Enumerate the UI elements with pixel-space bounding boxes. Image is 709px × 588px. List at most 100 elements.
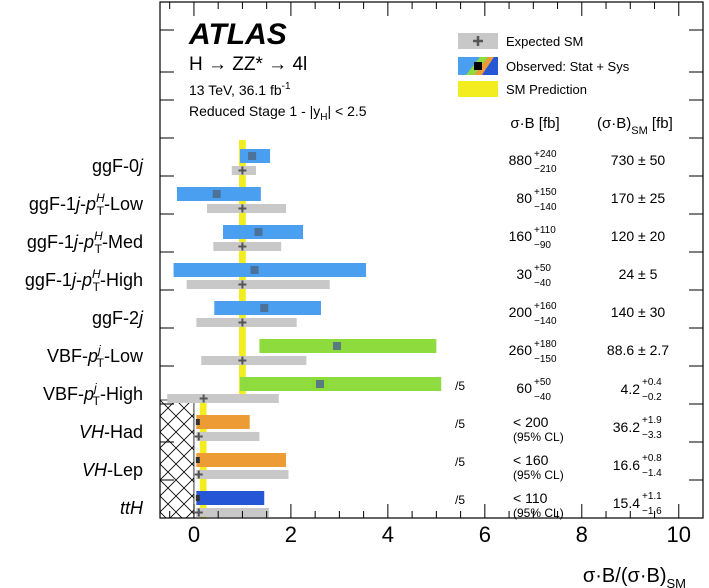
sm-value: 16.6	[613, 457, 640, 473]
observed-value: 260	[509, 342, 533, 358]
observed-error-up: +50	[534, 377, 551, 388]
scale-label: /5	[455, 417, 465, 431]
x-tick-label: 8	[576, 522, 588, 547]
category-label: ggF-0j	[92, 156, 144, 176]
observed-error-down: −90	[534, 240, 551, 251]
observed-marker	[195, 419, 200, 425]
observed-limit-cl: (95% CL)	[513, 430, 564, 444]
observed-error-up: +240	[534, 149, 557, 160]
plot-frame	[159, 1, 704, 519]
observed-marker	[315, 380, 324, 388]
stage-label: Reduced Stage 1 - |yH| < 2.5	[189, 103, 367, 123]
observed-limit: < 110	[513, 490, 548, 506]
category-label: ggF-1j-pH T-High	[25, 267, 143, 294]
atlas-title: ATLAS	[188, 18, 287, 51]
observed-error-up: +110	[534, 225, 556, 236]
observed-bar	[196, 415, 250, 429]
observed-marker	[248, 152, 257, 160]
legend-observed-marker	[474, 62, 482, 70]
observed-error-up: +50	[534, 263, 551, 274]
scale-label: /5	[455, 493, 465, 507]
category-label: ttH	[120, 498, 144, 518]
x-tick-label: 10	[667, 522, 691, 547]
sm-value: 170 ± 25	[611, 190, 666, 206]
sm-value: 36.2	[613, 419, 640, 435]
observed-limit: < 200	[513, 414, 549, 430]
column-header-sm: (σ·B)SM [fb]	[597, 115, 673, 137]
category-label: VBF-pj T-Low	[47, 343, 144, 370]
observed-error-down: −150	[534, 354, 557, 365]
sm-error-down: −0.2	[642, 392, 662, 403]
category-label: VBF-pj T-High	[43, 381, 143, 408]
observed-error-down: −40	[534, 392, 551, 403]
observed-bar	[223, 225, 304, 239]
energy-lumi-label: 13 TeV, 36.1 fb-1	[189, 81, 291, 98]
x-tick-label: 6	[479, 522, 491, 547]
sm-error-up: +0.8	[642, 453, 662, 464]
legend-observed-swatch	[482, 57, 498, 75]
expected-bar	[213, 242, 282, 251]
x-tick-label: 2	[285, 522, 297, 547]
observed-error-down: −140	[534, 316, 557, 327]
observed-marker	[250, 266, 259, 274]
observed-error-down: −140	[534, 202, 557, 213]
sm-value: 4.2	[621, 381, 641, 397]
observed-marker	[332, 342, 341, 350]
observed-value: 200	[509, 304, 533, 320]
sm-value: 730 ± 50	[611, 152, 666, 168]
observed-marker	[260, 304, 269, 312]
observed-error-down: −40	[534, 278, 551, 289]
expected-bar	[186, 280, 330, 289]
sm-error-down: −1.4	[642, 468, 662, 479]
sm-error-up: +1.1	[642, 491, 662, 502]
legend-expected-label: Expected SM	[506, 34, 583, 49]
observed-value: 30	[516, 266, 532, 282]
expected-bar	[196, 508, 270, 517]
observed-error-up: +160	[534, 301, 557, 312]
hatched-region	[160, 400, 194, 518]
observed-error-up: +180	[534, 339, 557, 350]
observed-limit-cl: (95% CL)	[513, 506, 564, 520]
sm-error-down: −1.6	[642, 506, 662, 517]
observed-error-down: −210	[534, 164, 557, 175]
category-label: ggF-1j-pH T-Low	[29, 191, 144, 218]
sm-error-up: +1.9	[642, 415, 662, 426]
observed-value: 160	[509, 228, 533, 244]
sm-error-down: −3.3	[642, 430, 662, 441]
sm-value: 120 ± 20	[611, 228, 666, 244]
category-label: VH-Had	[79, 422, 143, 442]
column-header-observed: σ·B [fb]	[510, 115, 559, 132]
observed-bar	[239, 377, 442, 391]
observed-marker	[195, 495, 200, 501]
legend-sm-swatch	[458, 81, 498, 97]
observed-marker	[195, 457, 200, 463]
sm-value: 24 ± 5	[619, 266, 658, 282]
expected-bar	[201, 356, 307, 365]
process-label: H → ZZ* → 4l	[189, 54, 307, 75]
expected-bar	[167, 394, 279, 403]
observed-limit: < 160	[513, 452, 549, 468]
sm-error-up: +0.4	[642, 377, 662, 388]
observed-value: 60	[516, 380, 532, 396]
observed-bar	[196, 453, 287, 467]
observed-value: 80	[516, 190, 532, 206]
legend-observed-label: Observed: Stat + Sys	[506, 59, 630, 74]
observed-bar	[173, 263, 367, 277]
expected-bar	[196, 470, 289, 479]
expected-bar	[196, 432, 260, 441]
observed-value: 880	[509, 152, 533, 168]
scale-label: /5	[455, 455, 465, 469]
x-tick-label: 0	[188, 522, 200, 547]
x-tick-label: 4	[382, 522, 394, 547]
observed-marker	[212, 190, 221, 198]
legend-sm-label: SM Prediction	[506, 82, 587, 97]
expected-bar	[196, 318, 297, 327]
observed-bar	[196, 491, 265, 505]
sm-value: 88.6 ± 2.7	[607, 342, 669, 358]
observed-bar	[259, 339, 437, 353]
category-label: VH-Lep	[82, 460, 143, 480]
observed-error-up: +150	[534, 187, 557, 198]
legend-observed-swatch	[474, 57, 494, 75]
scale-label: /5	[455, 379, 465, 393]
